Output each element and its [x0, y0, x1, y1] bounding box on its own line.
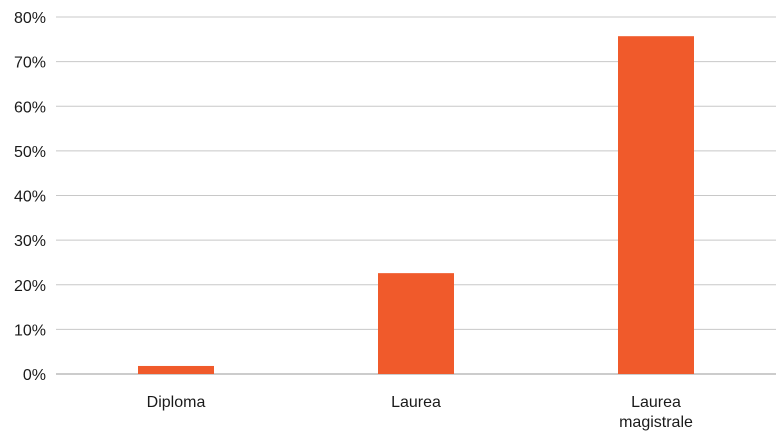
- x-category-label: Laurea: [391, 394, 441, 411]
- y-tick-label: 70%: [14, 55, 46, 72]
- bar-laurea-magistrale: [618, 36, 694, 374]
- bar-diploma: [138, 365, 214, 374]
- y-tick-label: 60%: [14, 99, 46, 116]
- y-tick-label: 80%: [14, 10, 46, 27]
- y-tick-label: 40%: [14, 189, 46, 206]
- x-axis-category-labels: Diploma Laurea Laurea magistrale: [147, 394, 693, 431]
- x-category-label: magistrale: [619, 414, 693, 431]
- y-tick-label: 50%: [14, 144, 46, 161]
- x-category-label: Diploma: [147, 394, 206, 411]
- gridlines: [56, 16, 776, 375]
- y-axis-tick-labels: 0% 10% 20% 30% 40% 50% 60% 70% 80%: [14, 10, 46, 384]
- y-tick-label: 30%: [14, 233, 46, 250]
- y-tick-label: 20%: [14, 278, 46, 295]
- y-tick-label: 0%: [23, 367, 46, 384]
- bars: [138, 36, 694, 374]
- x-category-label: Laurea: [631, 394, 681, 411]
- bar-laurea: [378, 273, 454, 374]
- y-tick-label: 10%: [14, 322, 46, 339]
